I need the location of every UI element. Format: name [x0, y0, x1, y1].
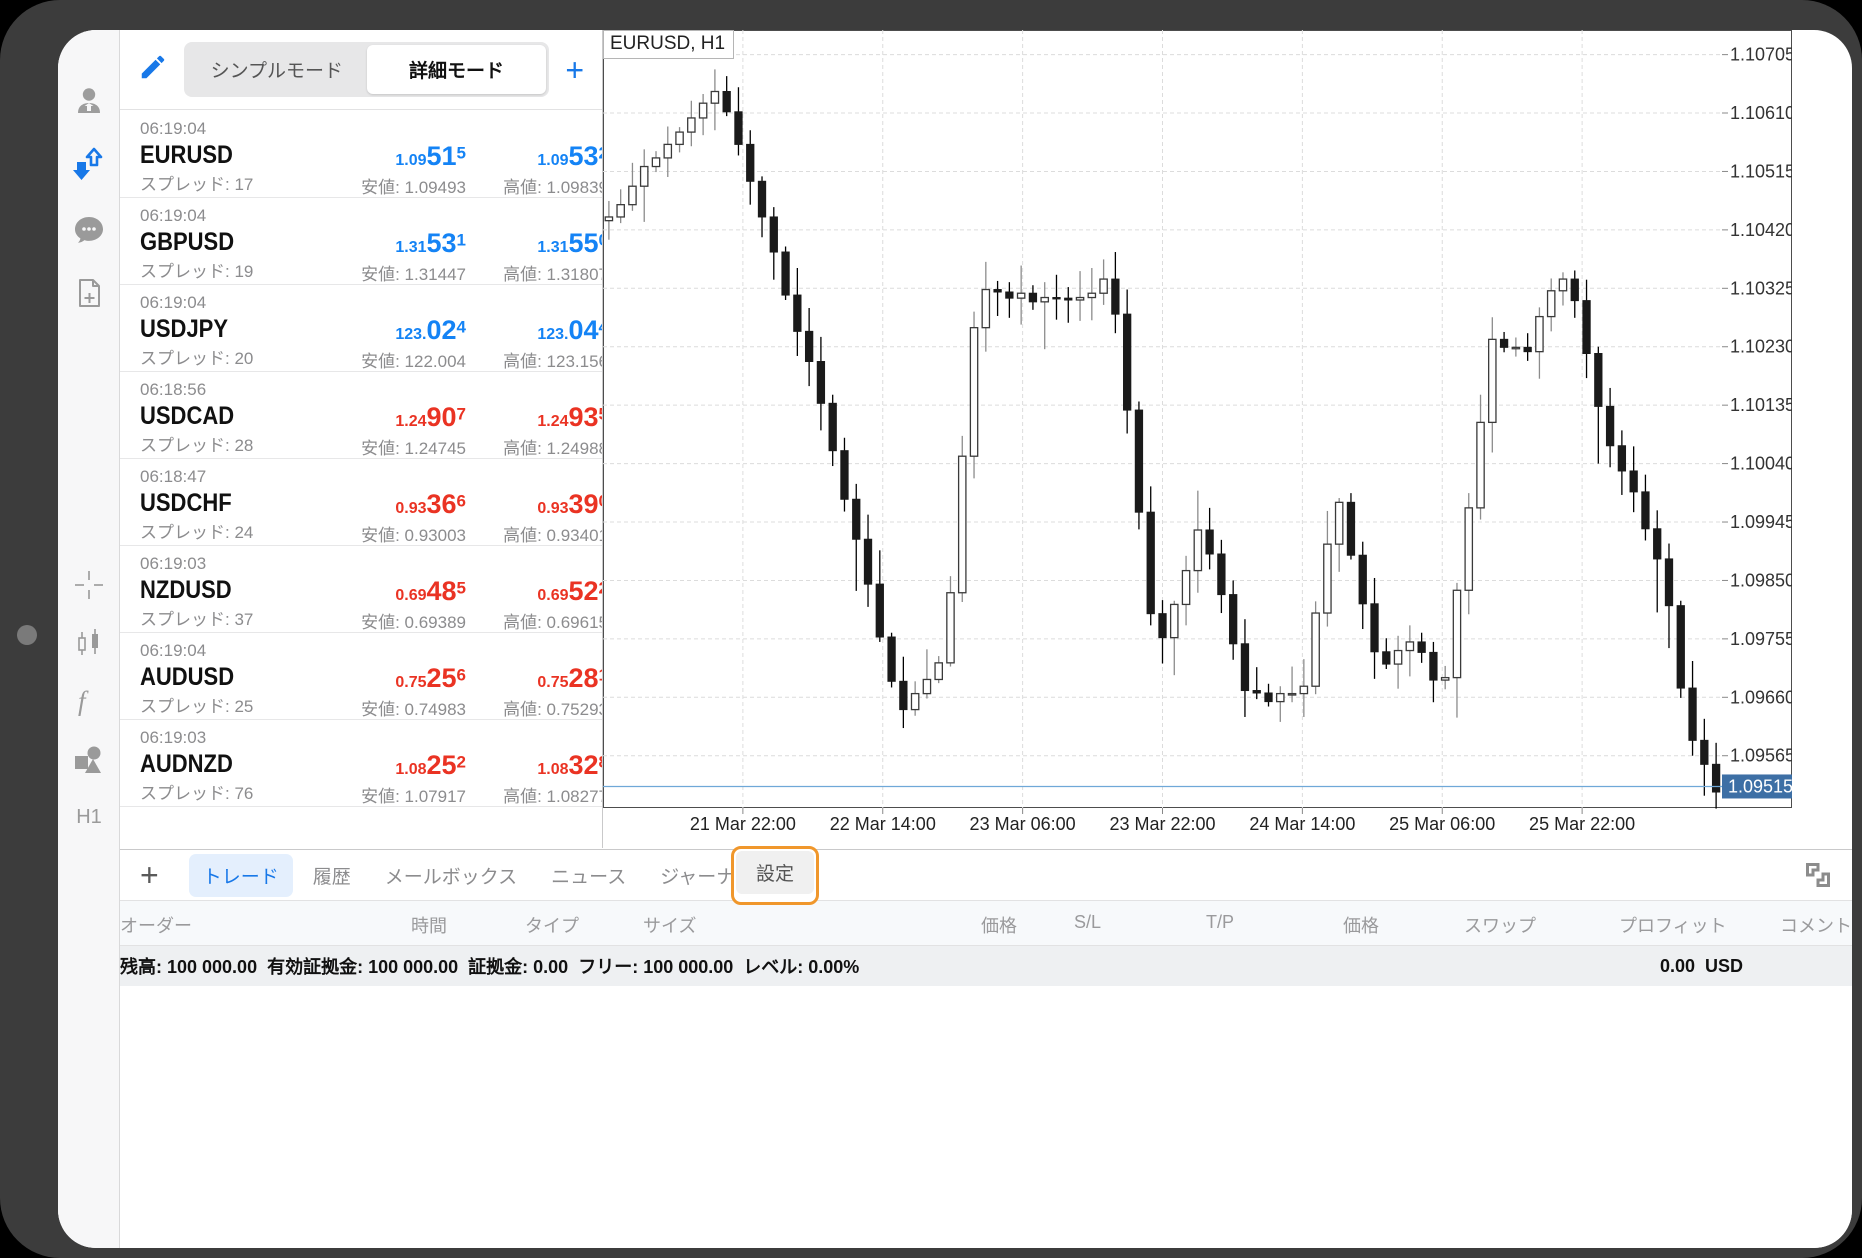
svg-text:1.09515: 1.09515	[1728, 776, 1792, 796]
svg-text:1.09755: 1.09755	[1730, 629, 1792, 649]
svg-text:1.10515: 1.10515	[1730, 161, 1792, 181]
svg-text:1.10135: 1.10135	[1730, 395, 1792, 415]
svg-text:1.10040: 1.10040	[1730, 454, 1792, 474]
svg-text:f: f	[78, 686, 89, 716]
svg-text:1.10230: 1.10230	[1730, 337, 1792, 357]
svg-text:1.09660: 1.09660	[1730, 687, 1792, 707]
svg-text:1.10325: 1.10325	[1730, 278, 1792, 298]
svg-text:1.09850: 1.09850	[1730, 570, 1792, 590]
svg-text:1.10705: 1.10705	[1730, 45, 1792, 65]
svg-text:1.09565: 1.09565	[1730, 746, 1792, 766]
svg-text:1.10420: 1.10420	[1730, 220, 1792, 240]
svg-text:1.09945: 1.09945	[1730, 512, 1792, 532]
svg-text:1.10610: 1.10610	[1730, 103, 1792, 123]
